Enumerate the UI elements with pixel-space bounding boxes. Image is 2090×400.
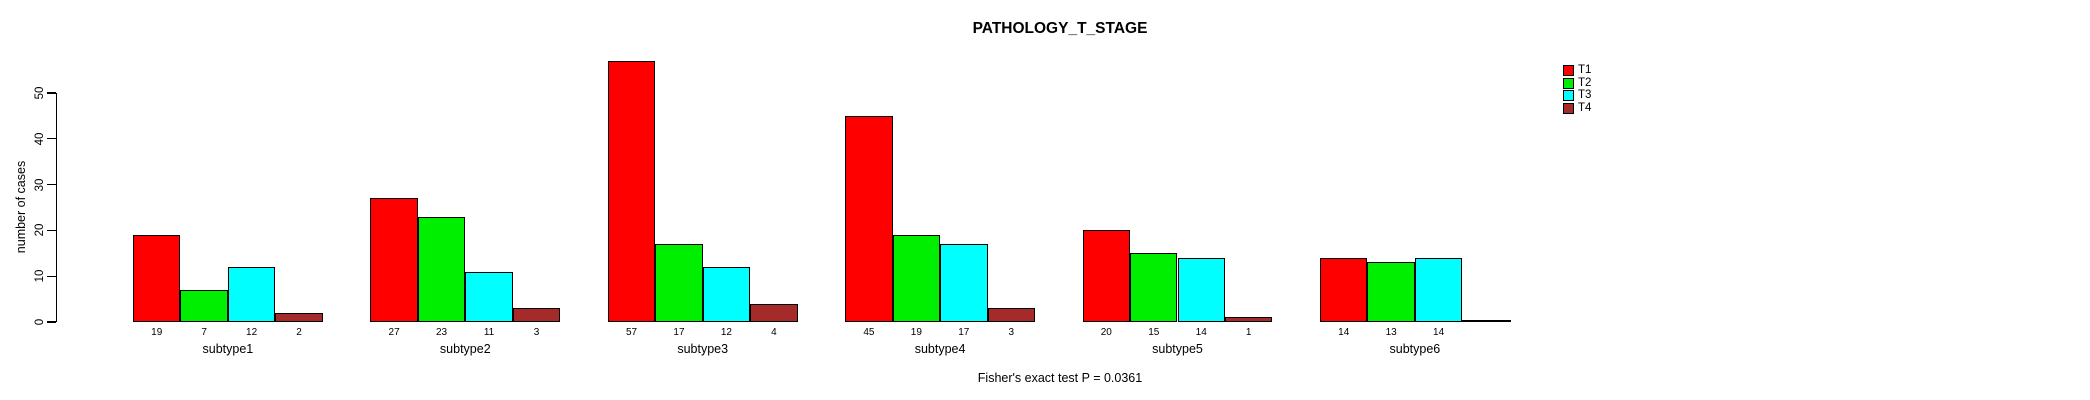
- bar-value-label: 19: [910, 327, 922, 338]
- y-tick: [47, 229, 56, 232]
- y-tick: [47, 138, 56, 140]
- bar-value-label: 12: [720, 327, 732, 338]
- y-tick: [47, 92, 56, 94]
- bar-subtype6-T3: [1414, 257, 1463, 322]
- bar-subtype3-T2: [655, 244, 703, 322]
- bar-value-label: 45: [863, 327, 875, 338]
- bar-value-label: 3: [1008, 327, 1015, 338]
- bar-subtype4-T2: [892, 234, 941, 322]
- y-tick-label: 0: [34, 318, 46, 326]
- y-tick-label: 50: [34, 86, 46, 100]
- bar-subtype4-T1: [845, 115, 893, 322]
- bar-subtype5-T3: [1177, 257, 1225, 322]
- category-label-subtype1: subtype1: [202, 342, 254, 356]
- legend-swatch-T2: [1563, 77, 1574, 89]
- y-tick: [47, 321, 56, 323]
- bar-value-label: 1: [1245, 327, 1252, 338]
- bar-value-label: 19: [151, 327, 163, 338]
- bar-subtype3-T3: [702, 267, 751, 322]
- bar-value-label: 17: [673, 327, 685, 338]
- bar-subtype5-T1: [1082, 230, 1131, 322]
- bar-value-label: 57: [625, 327, 638, 338]
- bar-value-label: 15: [1148, 327, 1160, 338]
- legend-swatch-T3: [1563, 90, 1574, 102]
- category-label-subtype4: subtype4: [914, 342, 966, 356]
- bar-subtype1-T2: [180, 289, 228, 322]
- bar-value-label: 27: [388, 327, 400, 338]
- bar-subtype6-T4: [1462, 320, 1511, 322]
- bar-subtype6-T2: [1367, 262, 1415, 322]
- category-label-subtype6: subtype6: [1389, 342, 1441, 356]
- bar-value-label: 11: [483, 327, 495, 338]
- bar-value-label: 14: [1433, 327, 1445, 338]
- bar-value-label: 12: [246, 327, 258, 338]
- bar-subtype6-T1: [1320, 257, 1368, 322]
- bar-value-label: 2: [296, 327, 302, 338]
- bar-value-label: 7: [201, 327, 207, 338]
- bar-subtype1-T4: [275, 312, 323, 322]
- y-tick-label: 10: [34, 269, 46, 283]
- bar-value-label: 13: [1385, 327, 1397, 338]
- legend-label-T3: T3: [1578, 89, 1592, 102]
- fisher-test-annotation: Fisher's exact test P = 0.0361: [977, 371, 1143, 385]
- bar-subtype2-T2: [417, 216, 466, 322]
- y-tick-label: 20: [34, 223, 46, 237]
- bar-subtype5-T2: [1130, 253, 1178, 322]
- category-label-subtype2: subtype2: [439, 342, 491, 356]
- bar-value-label: 14: [1338, 327, 1350, 338]
- bar-value-label: 14: [1195, 327, 1207, 338]
- bar-value-label: 4: [771, 327, 777, 338]
- bar-subtype1-T3: [227, 267, 276, 322]
- bar-value-label: 17: [958, 327, 970, 338]
- bar-value-label: 3: [533, 327, 540, 338]
- bar-subtype4-T4: [987, 308, 1035, 322]
- legend-label-T1: T1: [1578, 64, 1592, 76]
- chart-title: PATHOLOGY_T_STAGE: [972, 20, 1148, 37]
- bar-value-label: 23: [436, 327, 448, 338]
- bar-subtype1-T1: [133, 234, 181, 322]
- legend-label-T4: T4: [1578, 102, 1592, 115]
- category-label-subtype3: subtype3: [677, 342, 729, 356]
- bar-subtype2-T1: [370, 198, 418, 322]
- bar-subtype2-T4: [512, 308, 561, 322]
- bar-subtype2-T3: [465, 271, 513, 322]
- y-axis-line: [55, 93, 57, 322]
- y-tick: [47, 275, 56, 277]
- legend-swatch-T4: [1563, 103, 1574, 115]
- bar-subtype4-T3: [940, 244, 988, 322]
- y-tick: [47, 183, 56, 186]
- category-label-subtype5: subtype5: [1152, 342, 1203, 356]
- y-tick-label: 30: [34, 178, 46, 191]
- legend-swatch-T1: [1563, 65, 1574, 76]
- legend-label-T2: T2: [1578, 76, 1592, 89]
- bar-subtype3-T4: [750, 303, 798, 322]
- bar-subtype3-T1: [607, 60, 656, 322]
- bar-subtype5-T4: [1224, 317, 1273, 322]
- bar-value-label: 20: [1100, 327, 1112, 338]
- y-axis-label: number of cases: [14, 160, 28, 254]
- y-tick-label: 40: [34, 132, 46, 146]
